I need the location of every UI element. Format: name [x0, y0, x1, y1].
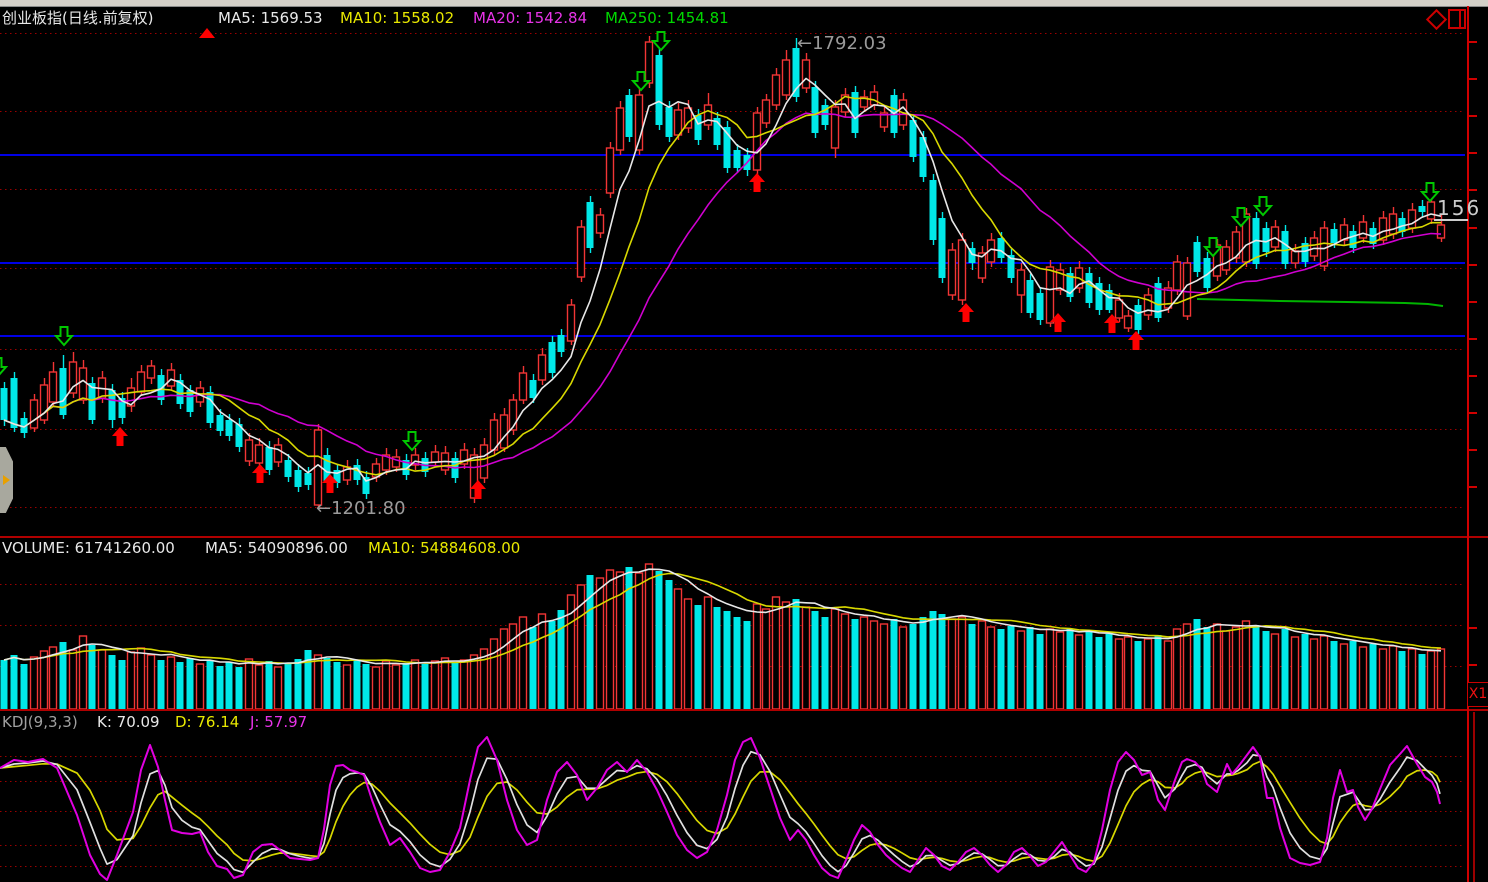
- kdj-j-label: J: 57.97: [250, 713, 308, 731]
- volume-bars: [0, 563, 1446, 710]
- sell-arrow-icon: [1230, 207, 1252, 228]
- buy-arrow-icon: [749, 173, 765, 192]
- sell-arrow-icon: [1419, 182, 1441, 203]
- volume-ma10-label: MA10: 54884608.00: [368, 539, 521, 557]
- peak-price-annotation: ←1792.03: [797, 33, 887, 54]
- sell-arrow-icon: [650, 31, 672, 52]
- last-price-readout: 156: [1437, 196, 1482, 220]
- gridlines: [0, 33, 1465, 867]
- expand-arrow-icon: [3, 475, 10, 485]
- volume-ma5-line: [3, 568, 1442, 665]
- buy-arrow-icon: [958, 303, 974, 322]
- low-price-annotation: ←1201.80: [316, 498, 406, 519]
- buy-arrow-icon: [1128, 331, 1144, 350]
- sell-arrow-icon: [0, 357, 9, 376]
- kdj-j-line: [0, 736, 1441, 881]
- ma5-line: [3, 77, 1442, 482]
- signal-arrows: [0, 31, 1441, 499]
- buy-arrow-icon: [322, 474, 338, 493]
- ma10-line: [3, 95, 1441, 476]
- kdj-k-label: K: 70.09: [97, 713, 160, 731]
- sell-arrow-icon: [1252, 196, 1274, 217]
- ma5-legend: MA5: 1569.53: [218, 9, 323, 27]
- buy-arrow-icon: [112, 427, 128, 446]
- buy-arrow-icon: [470, 480, 486, 499]
- candles: [0, 36, 1446, 508]
- sell-arrow-icon: [53, 326, 75, 347]
- kdj-indicator-label[interactable]: KDJ(9,3,3): [2, 713, 78, 731]
- ma20-line: [3, 112, 1442, 469]
- volume-value-label: VOLUME: 61741260.00: [2, 539, 175, 557]
- sell-arrow-icon: [630, 71, 652, 92]
- volume-ma10-line: [3, 572, 1442, 665]
- ma250-legend: MA250: 1454.81: [605, 9, 729, 27]
- kdj-d-label: D: 76.14: [175, 713, 240, 731]
- split-window-icon[interactable]: [1448, 9, 1466, 29]
- frame: [0, 6, 1488, 882]
- ma10-legend: MA10: 1558.02: [340, 9, 455, 27]
- sell-arrow-icon: [401, 431, 423, 452]
- buy-arrow-icon: [252, 464, 268, 483]
- ma20-legend: MA20: 1542.84: [473, 9, 588, 27]
- x1-zoom-badge[interactable]: X1: [1467, 682, 1488, 707]
- sidebar-expand-tab[interactable]: [0, 447, 13, 513]
- buy-arrow-icon: [1050, 313, 1066, 332]
- volume-ma5-label: MA5: 54090896.00: [205, 539, 348, 557]
- window-titlebar-strip: [0, 0, 1488, 7]
- sell-arrow-icon: [1202, 237, 1224, 258]
- ma250-line: [1196, 298, 1444, 307]
- buy-arrow-icon: [1104, 314, 1120, 333]
- instrument-title[interactable]: 创业板指(日线.前复权): [2, 9, 154, 27]
